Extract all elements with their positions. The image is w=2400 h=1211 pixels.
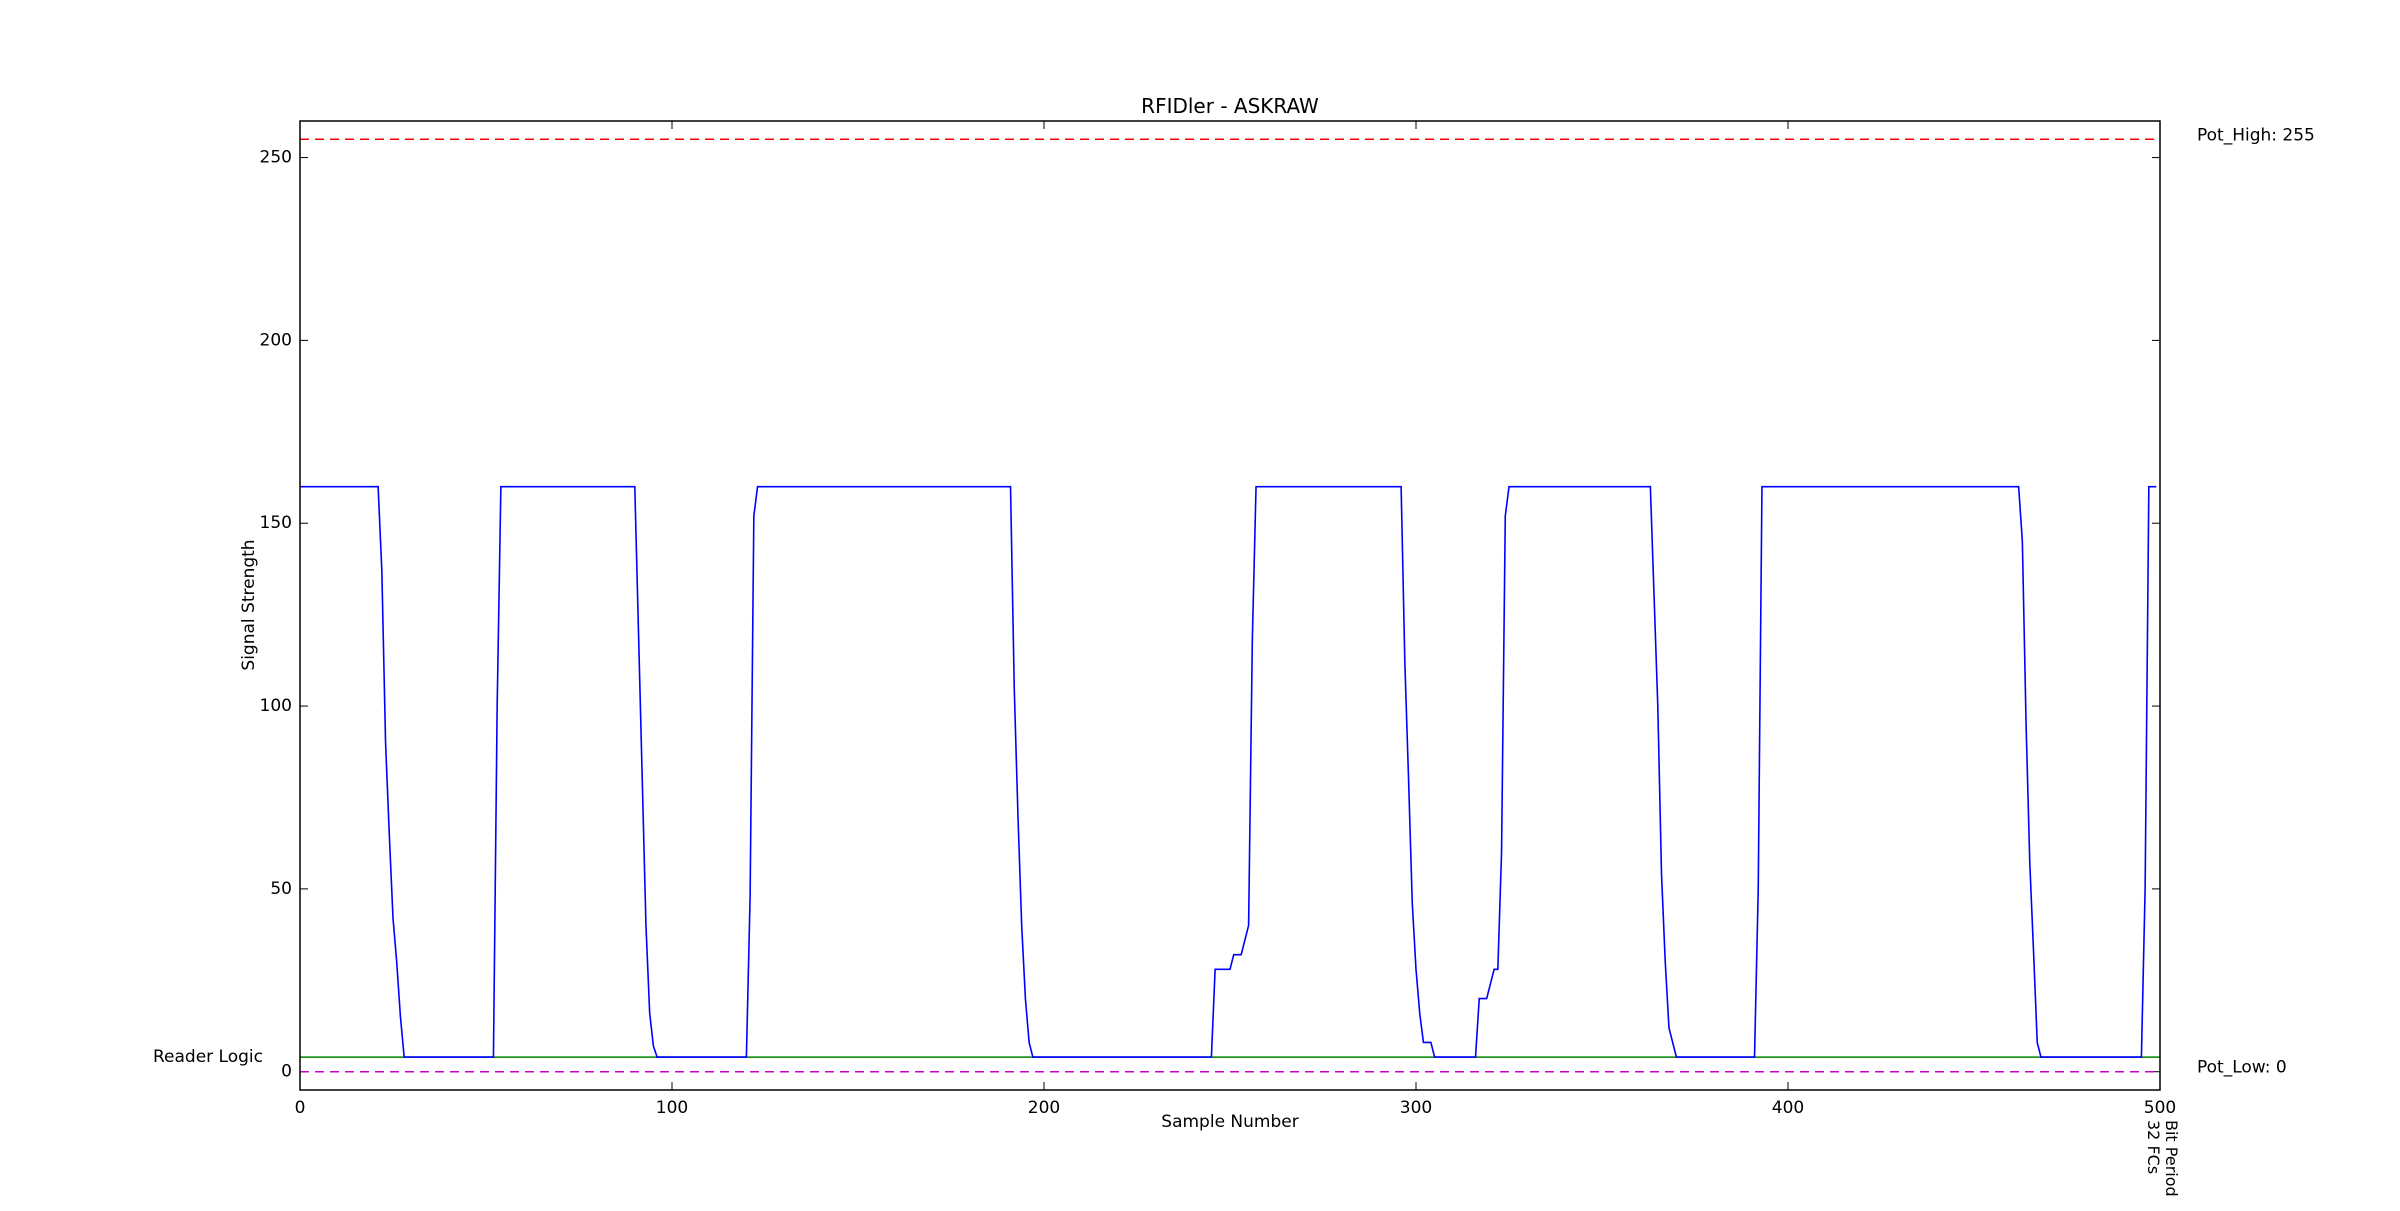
y-tick-label: 0	[281, 1062, 292, 1082]
reference-label: Reader Logic	[153, 1047, 263, 1067]
x-tick-label: 500	[2144, 1098, 2176, 1118]
y-tick-label: 250	[260, 148, 292, 168]
plot-frame	[299, 120, 2161, 1091]
y-tick-label: 200	[260, 330, 292, 350]
x-tick-label: 200	[1028, 1098, 1060, 1118]
signal-line	[300, 485, 2157, 1058]
x-tick-label: 400	[1772, 1098, 1804, 1118]
annotation: Bit Period	[2162, 1120, 2181, 1197]
chart-title: RFIDler - ASKRAW	[1141, 94, 1319, 118]
x-tick-label: 0	[295, 1098, 306, 1118]
y-axis-label: Signal Strength	[239, 539, 259, 670]
y-tick-label: 100	[260, 696, 292, 716]
x-tick-label: 100	[656, 1098, 688, 1118]
annotation: 32 FCs	[2144, 1120, 2163, 1174]
reference-label: Pot_High: 255	[2197, 125, 2315, 145]
x-tick-label: 300	[1400, 1098, 1432, 1118]
y-tick-label: 50	[270, 879, 292, 899]
y-tick-label: 150	[260, 513, 292, 533]
reference-label: Pot_Low: 0	[2197, 1058, 2287, 1078]
x-axis-label: Sample Number	[1161, 1112, 1298, 1132]
